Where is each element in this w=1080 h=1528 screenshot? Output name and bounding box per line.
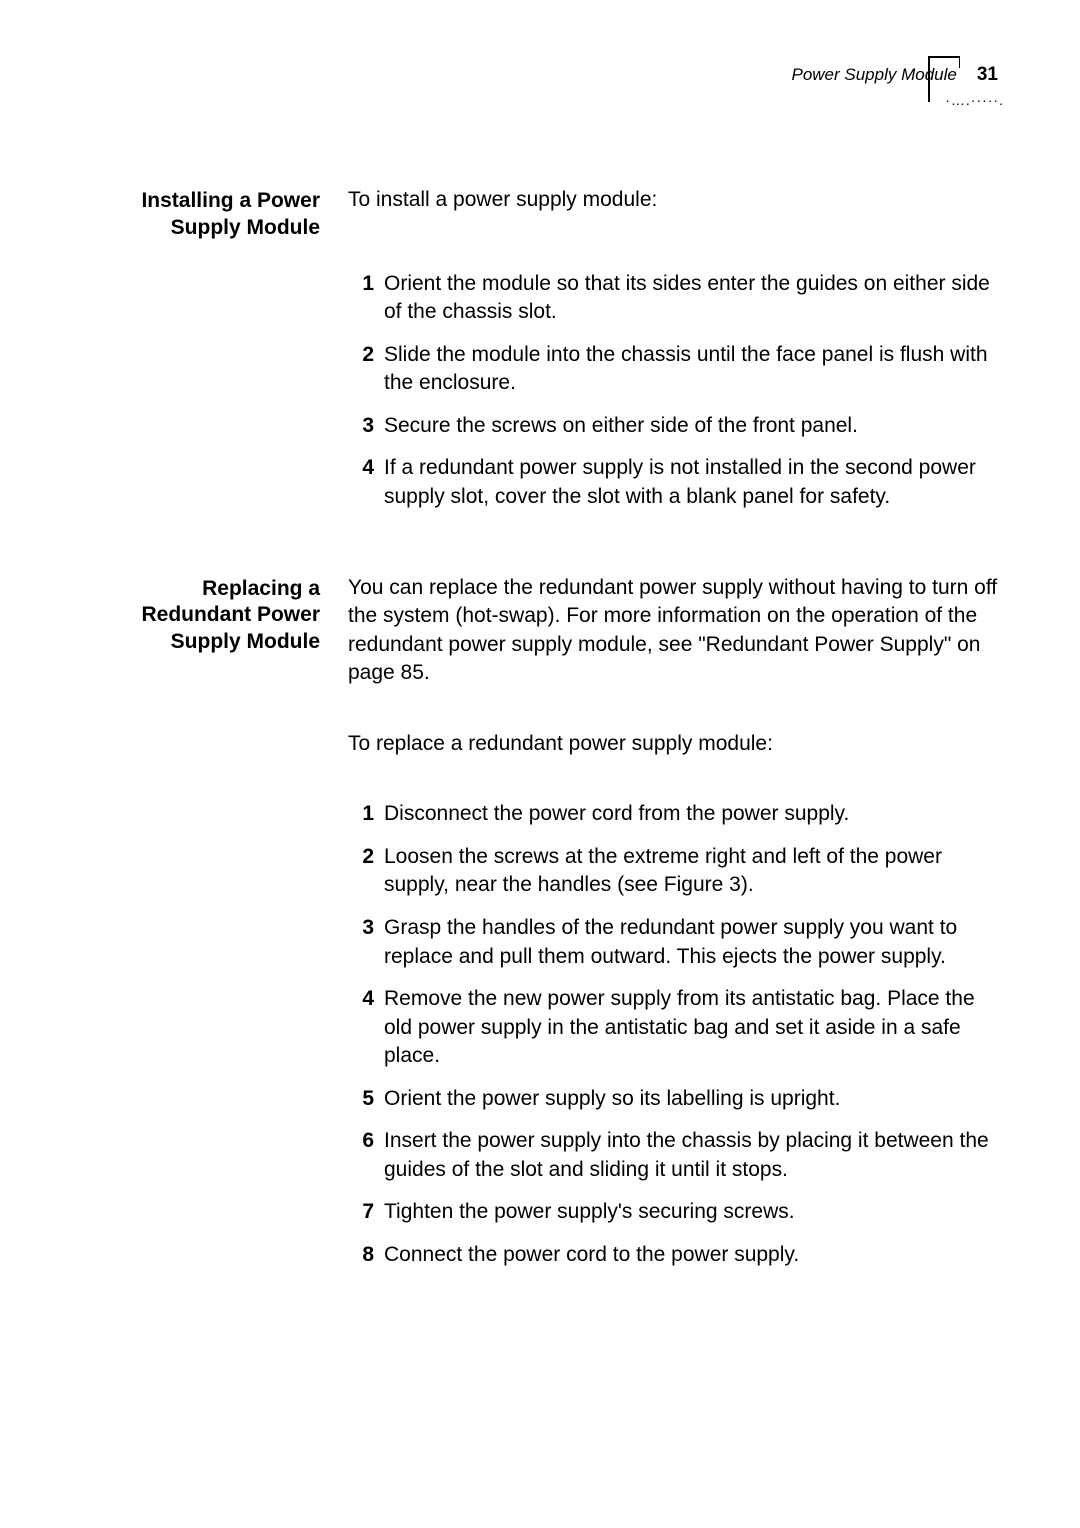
step-item: Disconnect the power cord from the power…: [348, 800, 998, 829]
section-install: Installing a Power Supply Module To inst…: [90, 186, 998, 242]
step-item: Orient the module so that its sides ente…: [348, 270, 998, 327]
step-item: Insert the power supply into the chassis…: [348, 1127, 998, 1184]
step-item: Secure the screws on either side of the …: [348, 412, 998, 441]
step-item: Grasp the handles of the redundant power…: [348, 914, 998, 971]
section-replace: Replacing a Redundant Power Supply Modul…: [90, 574, 998, 702]
step-item: Slide the module into the chassis until …: [348, 341, 998, 398]
lead-paragraph: To replace a redundant power supply modu…: [348, 730, 998, 759]
intro-paragraph: To install a power supply module:: [348, 186, 998, 215]
step-item: Tighten the power supply's securing scre…: [348, 1198, 998, 1227]
section-replace-steps: Disconnect the power cord from the power…: [90, 800, 998, 1283]
document-page: Power Supply Module 31 ·….·····. Install…: [0, 0, 1080, 1528]
step-item: Remove the new power supply from its ant…: [348, 985, 998, 1071]
section-replace-lead: To replace a redundant power supply modu…: [90, 730, 998, 773]
page-number: 31: [977, 64, 998, 86]
step-item: Connect the power cord to the power supp…: [348, 1241, 998, 1270]
step-item: Loosen the screws at the extreme right a…: [348, 843, 998, 900]
section-label: Replacing a Redundant Power Supply Modul…: [90, 574, 320, 702]
ordered-steps: Orient the module so that its sides ente…: [348, 270, 998, 512]
step-item: Orient the power supply so its labelling…: [348, 1085, 998, 1114]
header-dot-pattern: ·….·····.: [945, 92, 1004, 108]
section-label: Installing a Power Supply Module: [90, 186, 320, 242]
ordered-steps: Disconnect the power cord from the power…: [348, 800, 998, 1269]
section-install-steps: Orient the module so that its sides ente…: [90, 270, 998, 526]
running-title: Power Supply Module: [791, 65, 956, 85]
step-item: If a redundant power supply is not insta…: [348, 454, 998, 511]
intro-paragraph: You can replace the redundant power supp…: [348, 574, 998, 688]
running-header: Power Supply Module 31: [791, 64, 998, 86]
body-content: Installing a Power Supply Module To inst…: [90, 186, 998, 1311]
